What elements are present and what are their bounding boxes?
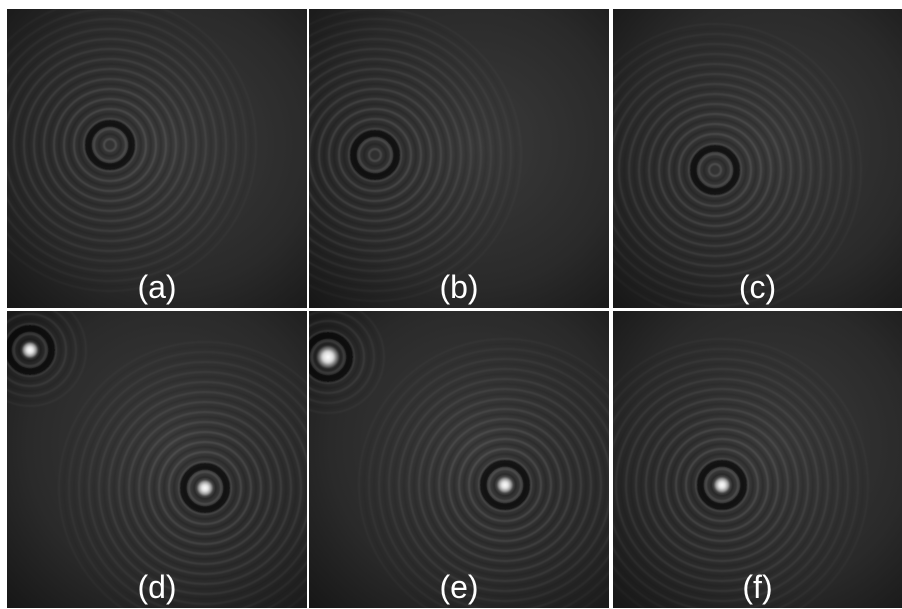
panel: (d): [0, 294, 351, 609]
bright-spot: [713, 476, 731, 494]
panel-label: (f): [742, 569, 772, 605]
panel: (f): [576, 311, 902, 609]
panel-label: (d): [137, 569, 176, 605]
figure: (a) (b) (c) (d) (e) (f): [0, 0, 902, 609]
bright-spot: [496, 476, 514, 494]
panel: (a): [0, 0, 307, 308]
panel: (e): [272, 301, 651, 609]
panel-label: (a): [137, 269, 176, 305]
panel: (c): [569, 9, 902, 316]
bright-spot: [196, 479, 214, 497]
bright-spot: [21, 341, 39, 359]
panel-label: (c): [739, 269, 776, 305]
panel-label: (e): [439, 569, 478, 605]
bright-spot: [316, 345, 340, 369]
panel-label: (b): [439, 269, 478, 305]
